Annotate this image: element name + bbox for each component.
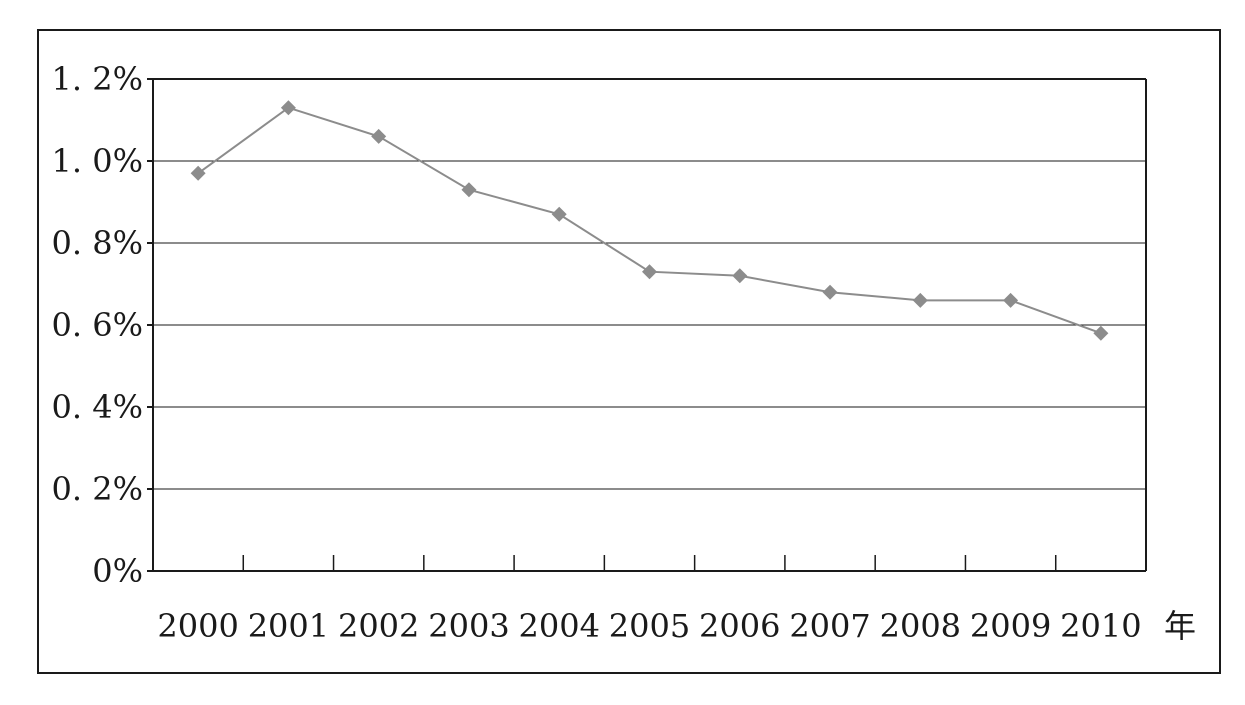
data-point (551, 206, 567, 222)
x-tick-label: 2001 (248, 607, 329, 645)
series-layer (190, 100, 1109, 341)
y-tick-label: 1. 2% (52, 60, 143, 98)
data-point (912, 292, 928, 308)
axes (147, 78, 1147, 572)
gridlines (153, 78, 1146, 490)
x-tick-label: 2009 (970, 607, 1051, 645)
data-point (1093, 325, 1109, 341)
data-point (190, 165, 206, 181)
x-tick-labels: 2000 2001 2002 2003 2004 2005 2006 2007 2008 2009… (157, 607, 1141, 645)
data-point (732, 268, 748, 284)
y-tick-label: 0. 4% (52, 388, 143, 426)
data-point (822, 284, 838, 300)
x-tick-label: 2007 (789, 607, 870, 645)
x-tick-label: 2004 (519, 607, 600, 645)
data-point (461, 182, 477, 198)
y-tick-labels: 0% 0. 2% 0. 4% 0. 6% 0. 8% 1. 0% 1. 2% (52, 60, 143, 590)
y-tick-label: 0. 6% (52, 306, 143, 344)
data-point (642, 264, 657, 280)
data-point (371, 128, 387, 144)
x-tick-label: 2010 (1060, 607, 1141, 645)
data-point (1003, 292, 1019, 308)
outer-frame (37, 29, 1221, 674)
y-tick-label: 0. 2% (52, 470, 143, 508)
y-tick-label: 0% (92, 552, 143, 590)
x-tick-label: 2000 (157, 607, 238, 645)
series-line (197, 106, 1102, 335)
y-tick-label: 0. 8% (52, 224, 143, 262)
x-axis-label: 年 (1164, 607, 1196, 645)
x-tick-label: 2008 (880, 607, 961, 645)
data-point (280, 100, 296, 116)
x-tick-label: 2005 (609, 607, 690, 645)
y-tick-label: 1. 0% (52, 142, 143, 180)
x-tick-label: 2002 (338, 607, 419, 645)
x-tick-label: 2006 (699, 607, 780, 645)
x-tick-label: 2003 (428, 607, 509, 645)
